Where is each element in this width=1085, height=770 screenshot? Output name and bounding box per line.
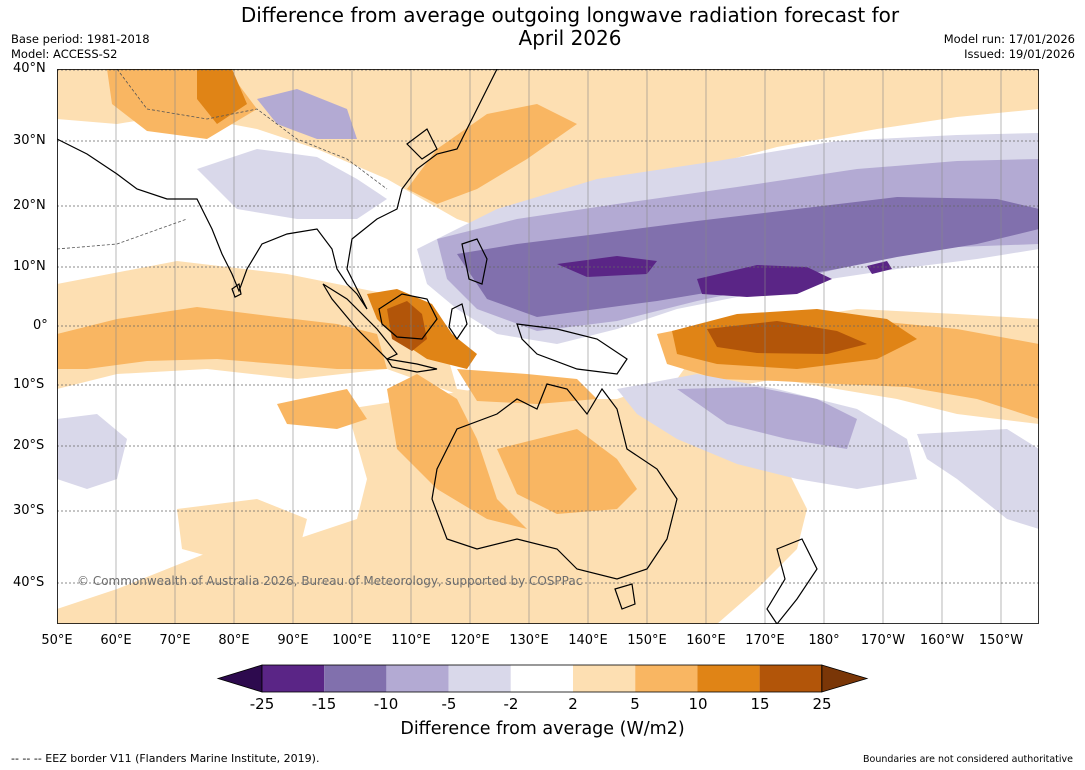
eez-borders <box>57 69 388 250</box>
negative-anomaly-10-15 <box>457 197 1039 317</box>
lon-label-120e: 120°E <box>450 633 490 648</box>
sumatra <box>322 283 398 360</box>
colorbar-swatch <box>697 665 760 692</box>
lat-label-20n: 20°N <box>13 198 46 213</box>
asia-coast <box>57 69 498 310</box>
lat-label-10n: 10°N <box>13 259 46 274</box>
base-period: Base period: 1981-2018 <box>11 32 150 46</box>
colorbar-tick: 25 <box>812 695 832 713</box>
new-zealand <box>766 538 818 624</box>
colorbar-extend-high <box>821 664 869 693</box>
colorbar-tick: -2 <box>503 695 519 713</box>
lat-label-0: 0° <box>33 318 48 333</box>
colorbar-tick: -25 <box>249 695 275 713</box>
lat-label-20s: 20°S <box>13 438 45 453</box>
colorbar-swatch <box>635 665 698 692</box>
colorbar-swatch <box>262 665 325 692</box>
sri-lanka <box>231 282 242 298</box>
colorbar-tick: 15 <box>750 695 770 713</box>
lon-label-70e: 70°E <box>159 633 191 648</box>
borneo <box>378 293 438 340</box>
lon-label-90e: 90°E <box>277 633 309 648</box>
australia <box>431 383 678 580</box>
lat-label-30s: 30°S <box>13 503 45 518</box>
colorbar-tick: -5 <box>441 695 457 713</box>
lon-label-150e: 150°E <box>627 633 667 648</box>
lon-label-140e: 140°E <box>568 633 608 648</box>
colorbar-tick: 2 <box>568 695 578 713</box>
colorbar-frame <box>261 664 823 693</box>
colorbar-swatch <box>448 665 511 692</box>
lon-label-150w: 150°W <box>978 633 1024 648</box>
colorbar-swatch <box>386 665 449 692</box>
colorbar-swatch <box>324 665 387 692</box>
eez-border-note: -- -- -- EEZ border V11 (Flanders Marine… <box>11 752 320 765</box>
issued-date: Issued: 19/01/2026 <box>964 47 1075 61</box>
colorbar-tick: -10 <box>373 695 399 713</box>
model-name: Model: ACCESS-S2 <box>11 47 118 61</box>
lat-label-30n: 30°N <box>13 133 46 148</box>
philippines <box>461 238 488 285</box>
lat-label-40n: 40°N <box>13 61 46 76</box>
model-run: Model run: 17/01/2026 <box>943 32 1075 46</box>
map-frame <box>57 69 1039 624</box>
colorbar-swatch <box>759 665 822 692</box>
negative-anomaly-15-25 <box>557 256 892 297</box>
map-title: Difference from average outgoing longwav… <box>0 4 1085 50</box>
taiwan-region <box>406 128 438 160</box>
colorbar-swatch <box>510 665 573 692</box>
colorbar <box>216 664 869 693</box>
sulawesi <box>448 303 468 341</box>
colorbar-extend-low <box>216 664 263 693</box>
anomaly-map[interactable]: © Commonwealth of Australia 2026, Bureau… <box>57 69 1039 624</box>
lon-label-180: 180° <box>808 633 840 648</box>
tasmania <box>614 583 636 610</box>
title-line-2: April 2026 <box>518 26 622 50</box>
colorbar-tick: -15 <box>311 695 337 713</box>
colorbar-tick: 5 <box>630 695 640 713</box>
lon-label-50e: 50°E <box>41 633 73 648</box>
colorbar-swatch <box>573 665 636 692</box>
colorbar-title: Difference from average (W/m2) <box>400 719 685 739</box>
java <box>385 358 438 373</box>
lat-label-10s: 10°S <box>13 377 45 392</box>
metadata-right: Model run: 17/01/2026 Issued: 19/01/2026 <box>944 32 1075 62</box>
boundaries-note: Boundaries are not considered authoritat… <box>863 754 1073 765</box>
lon-label-80e: 80°E <box>218 633 250 648</box>
new-guinea <box>516 323 628 375</box>
lon-label-160e: 160°E <box>686 633 726 648</box>
meridians <box>57 69 1002 624</box>
copyright-text: © Commonwealth of Australia 2026, Bureau… <box>77 574 582 588</box>
lon-label-170e: 170°E <box>745 633 785 648</box>
lon-label-160w: 160°W <box>919 633 965 648</box>
lon-label-170w: 170°W <box>860 633 906 648</box>
coastlines <box>57 69 818 624</box>
lon-label-110e: 110°E <box>391 633 431 648</box>
lat-label-40s: 40°S <box>13 575 45 590</box>
title-line-1: Difference from average outgoing longwav… <box>240 3 900 27</box>
lon-label-130e: 130°E <box>509 633 549 648</box>
metadata-left: Base period: 1981-2018 Model: ACCESS-S2 <box>11 32 150 62</box>
lon-label-100e: 100°E <box>332 633 372 648</box>
lon-label-60e: 60°E <box>100 633 132 648</box>
colorbar-tick: 10 <box>688 695 708 713</box>
